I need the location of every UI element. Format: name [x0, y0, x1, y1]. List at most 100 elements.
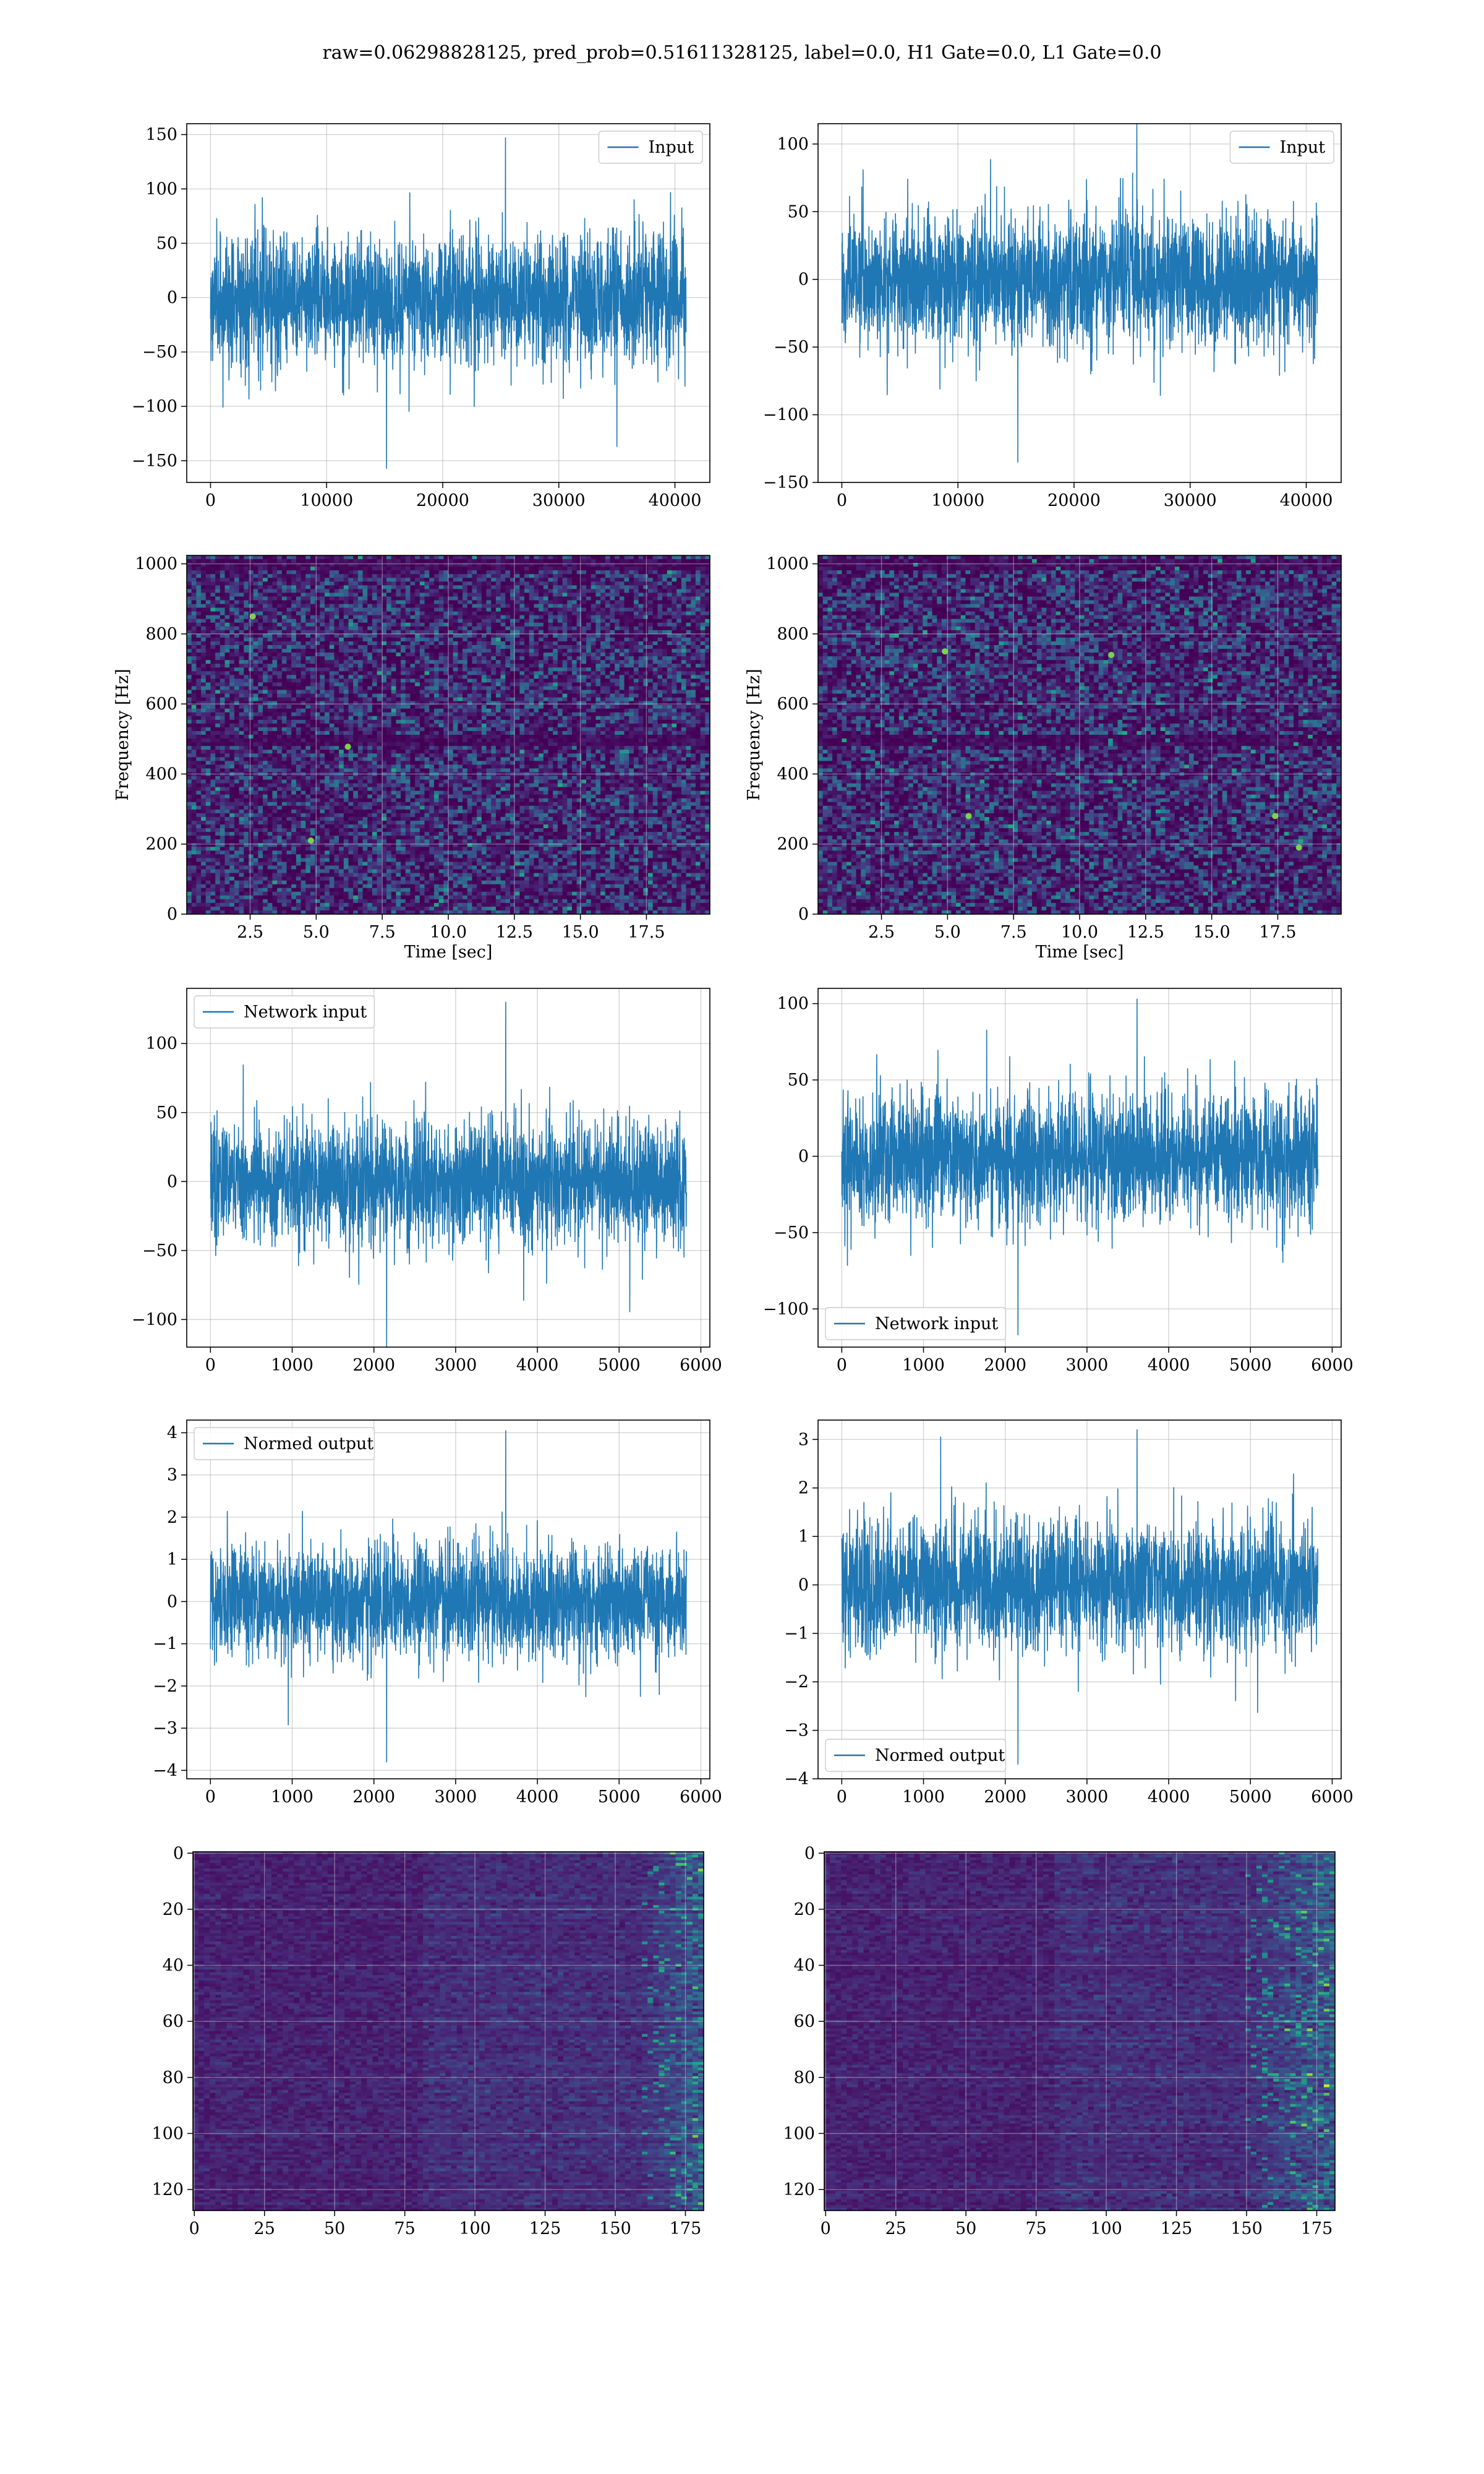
legend-label: Input: [649, 138, 694, 157]
x-tick-label: 5.0: [303, 923, 330, 942]
feature-map-image: [824, 1852, 1336, 2211]
x-tick-label: 1000: [271, 1356, 313, 1375]
y-tick-label: −2: [784, 1672, 809, 1692]
x-tick-label: 30000: [532, 491, 586, 510]
x-tick-label: 6000: [1311, 1787, 1354, 1807]
chart-spectrogram-l1: 2.5 5.0 7.5 10.0 12.5 15.0 17.5020040060080010…: [744, 555, 1342, 962]
y-tick-label: 20: [794, 1900, 815, 1919]
x-tick-label: 0: [837, 1787, 847, 1807]
y-tick-label: 0: [798, 1147, 809, 1166]
y-tick-label: 0: [167, 288, 177, 307]
x-tick-label: 12.5: [1127, 923, 1164, 942]
bright-spot: [1296, 844, 1302, 850]
legend-label: Normed output: [244, 1434, 373, 1453]
bright-spot: [942, 648, 948, 654]
y-tick-label: 150: [145, 126, 177, 145]
x-tick-label: 50: [324, 2219, 345, 2238]
y-tick-label: −100: [132, 397, 177, 416]
y-tick-label: −4: [784, 1770, 809, 1789]
y-tick-label: 1000: [766, 555, 809, 574]
x-tick-label: 0: [821, 2219, 831, 2238]
x-tick-label: 75: [1025, 2219, 1046, 2238]
subplot-grid: Input0 10000 20000 30000 40000−150−100−50050…: [0, 0, 1484, 2474]
x-tick-label: 10.0: [1061, 923, 1098, 942]
x-tick-label: 4000: [516, 1356, 559, 1375]
x-tick-label: 0: [205, 1787, 216, 1807]
y-tick-label: 100: [777, 135, 809, 154]
y-tick-label: −1: [153, 1635, 177, 1654]
x-tick-label: 10000: [931, 491, 984, 510]
x-tick-label: 0: [837, 1356, 847, 1375]
y-tick-label: −4: [153, 1761, 177, 1780]
x-tick-label: 3000: [435, 1356, 477, 1375]
y-tick-label: 3: [167, 1466, 177, 1485]
y-tick-label: 0: [798, 905, 809, 924]
x-axis-label: Time [sec]: [1036, 943, 1124, 962]
x-tick-label: 150: [1230, 2219, 1263, 2238]
chart-spectrogram-h1: 2.5 5.0 7.5 10.0 12.5 15.0 17.5020040060080010…: [113, 555, 710, 962]
y-tick-label: 3: [798, 1430, 809, 1449]
y-tick-label: 800: [145, 625, 177, 644]
x-tick-label: 25: [885, 2219, 906, 2238]
x-tick-label: 100: [459, 2219, 491, 2238]
legend-label: Network input: [244, 1003, 367, 1022]
x-tick-label: 3000: [1066, 1356, 1109, 1375]
bright-spot: [308, 837, 314, 844]
x-tick-label: 17.5: [628, 923, 665, 942]
x-tick-label: 10000: [300, 491, 353, 510]
y-tick-label: 0: [167, 1172, 177, 1191]
y-tick-label: −100: [763, 406, 809, 425]
y-tick-label: 100: [145, 1034, 177, 1053]
x-tick-label: 4000: [516, 1787, 559, 1807]
y-tick-label: 80: [163, 2068, 184, 2087]
y-tick-label: 600: [777, 695, 809, 714]
x-tick-label: 150: [599, 2219, 631, 2238]
x-tick-label: 0: [189, 2219, 200, 2238]
y-tick-label: 2: [798, 1479, 809, 1498]
y-tick-label: −50: [774, 338, 809, 357]
x-tick-label: 2000: [352, 1787, 395, 1807]
y-tick-label: 200: [145, 835, 177, 854]
x-tick-label: 2.5: [868, 923, 895, 942]
y-tick-label: 1: [798, 1527, 809, 1546]
x-tick-label: 6000: [1311, 1356, 1354, 1375]
x-tick-label: 5000: [598, 1787, 641, 1807]
x-tick-label: 1000: [902, 1787, 945, 1807]
y-tick-label: 120: [783, 2180, 815, 2199]
figure: raw=0.06298828125, pred_prob=0.516113281…: [0, 0, 1484, 2474]
y-tick-label: 2: [167, 1508, 177, 1527]
x-tick-label: 20000: [1047, 491, 1101, 510]
y-tick-label: 1: [167, 1550, 177, 1569]
bright-spot: [250, 614, 256, 620]
y-tick-label: 40: [163, 1956, 184, 1975]
y-tick-label: 60: [794, 2012, 815, 2031]
x-tick-label: 2.5: [237, 923, 263, 942]
y-tick-label: 0: [167, 905, 177, 924]
y-tick-label: 800: [777, 625, 809, 644]
y-tick-label: −3: [153, 1719, 177, 1738]
y-tick-label: 100: [777, 995, 809, 1014]
x-tick-label: 5000: [1229, 1356, 1272, 1375]
y-tick-label: 50: [788, 202, 809, 221]
y-tick-label: 100: [783, 2124, 815, 2143]
x-tick-label: 25: [254, 2219, 275, 2238]
y-axis-label: Frequency [Hz]: [113, 669, 132, 800]
x-tick-label: 7.5: [1000, 923, 1027, 942]
x-tick-label: 20000: [416, 491, 469, 510]
y-tick-label: 600: [145, 695, 177, 714]
feature-map-image: [193, 1852, 704, 2211]
y-axis-label: Frequency [Hz]: [744, 669, 764, 800]
y-tick-label: 0: [173, 1844, 184, 1863]
x-tick-label: 0: [205, 491, 216, 510]
x-axis-label: Time [sec]: [404, 943, 493, 962]
x-tick-label: 50: [955, 2219, 976, 2238]
legend: Normed output: [825, 1739, 1006, 1771]
y-tick-label: −50: [142, 1241, 177, 1261]
x-tick-label: 6000: [680, 1787, 722, 1807]
y-tick-label: 20: [163, 1900, 184, 1919]
